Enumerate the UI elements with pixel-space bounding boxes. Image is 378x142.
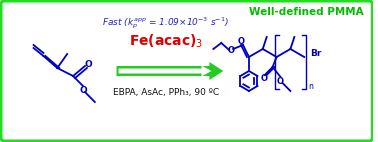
Text: n: n xyxy=(308,82,313,90)
Text: Well-defined PMMA: Well-defined PMMA xyxy=(249,7,364,17)
Text: Fe(acac)$_3$: Fe(acac)$_3$ xyxy=(129,32,203,50)
Text: EBPA, AsAc, PPh₃, 90 ºC: EBPA, AsAc, PPh₃, 90 ºC xyxy=(113,87,219,97)
Text: O: O xyxy=(79,85,87,94)
Text: Br: Br xyxy=(310,49,322,58)
FancyArrow shape xyxy=(116,62,223,80)
Text: O: O xyxy=(237,36,245,45)
Text: O: O xyxy=(84,59,92,68)
FancyArrow shape xyxy=(119,65,211,77)
Text: Fast ($k_\mathregular{p}^\mathregular{app}$ = 1.09×10$^{-3}$ s$^{-1}$): Fast ($k_\mathregular{p}^\mathregular{ap… xyxy=(102,15,229,31)
Text: O: O xyxy=(277,77,284,85)
FancyBboxPatch shape xyxy=(1,1,372,141)
Text: O: O xyxy=(228,45,235,55)
Text: O: O xyxy=(260,74,267,83)
